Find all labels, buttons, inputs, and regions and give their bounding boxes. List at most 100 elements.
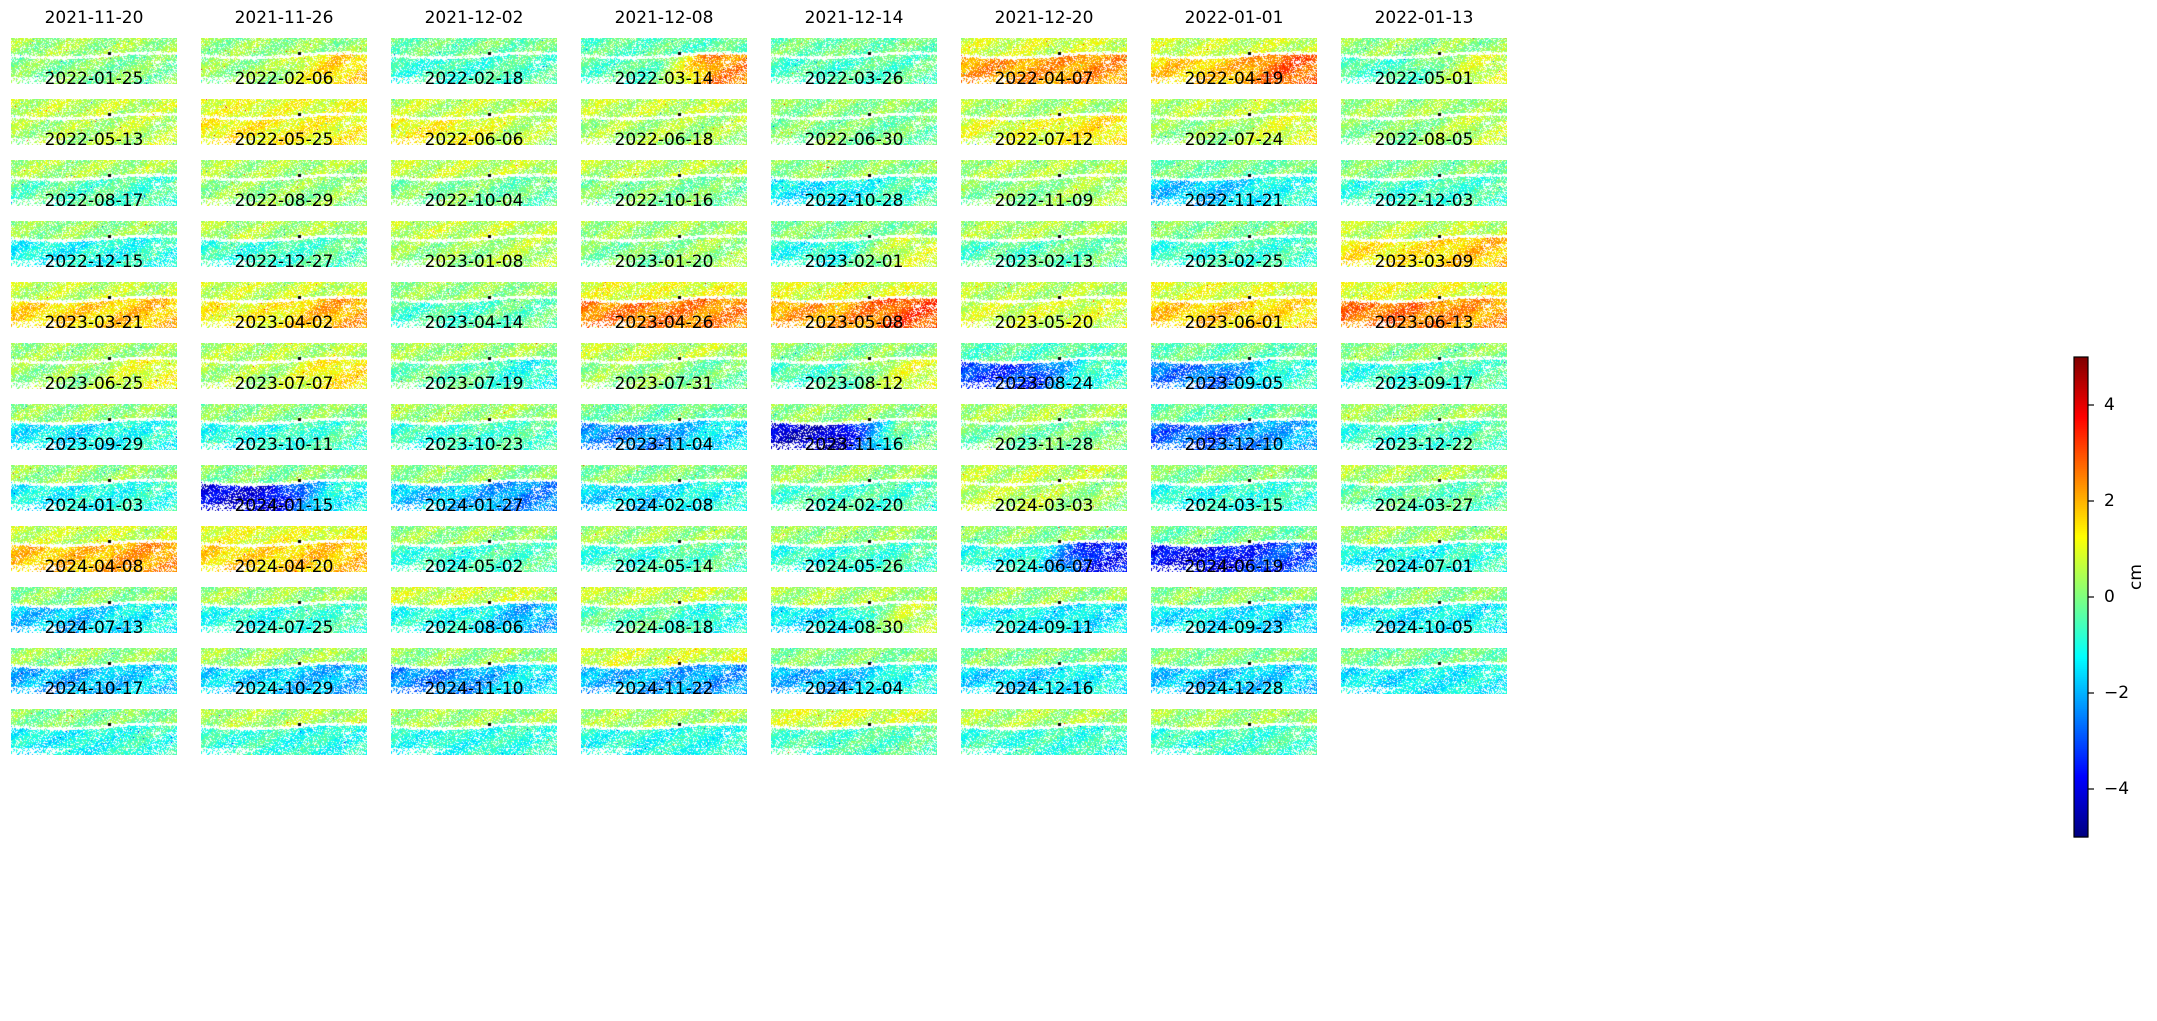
displacement-map (1151, 648, 1317, 694)
panel-date-title: 2023-04-14 (424, 313, 524, 333)
displacement-map (11, 709, 177, 755)
displacement-map (961, 587, 1127, 633)
panel-date-title: 2024-01-27 (424, 496, 524, 516)
displacement-map (1151, 221, 1317, 267)
panel-date-title: 2024-08-18 (614, 618, 714, 638)
panel-date-title: 2024-11-22 (614, 679, 714, 699)
displacement-map (1151, 404, 1317, 450)
displacement-map (201, 648, 367, 694)
displacement-map (11, 38, 177, 84)
panel-date-title: 2021-12-02 (424, 8, 524, 28)
panel-date-title: 2022-08-17 (44, 191, 144, 211)
interferogram-panel: 2023-09-05 (1151, 374, 1317, 450)
interferogram-panel: 2022-01-01 (1151, 8, 1317, 84)
displacement-map (771, 99, 937, 145)
displacement-map (201, 99, 367, 145)
panel-date-title: 2023-08-12 (804, 374, 904, 394)
panel-date-title: 2023-03-09 (1374, 252, 1474, 272)
displacement-map (201, 526, 367, 572)
panel-date-title: 2022-05-01 (1374, 69, 1474, 89)
interferogram-panel: 2022-07-12 (961, 130, 1127, 206)
interferogram-panel: 2024-07-01 (1341, 557, 1507, 633)
panel-date-title: 2024-11-10 (424, 679, 524, 699)
displacement-map (1341, 221, 1507, 267)
interferogram-panel: 2023-10-11 (201, 435, 367, 511)
interferogram-panel: 2024-08-30 (771, 618, 937, 694)
interferogram-panel: 2023-09-29 (11, 435, 177, 511)
displacement-map (1151, 38, 1317, 84)
interferogram-panel: 2023-11-04 (581, 435, 747, 511)
panel-date-title: 2022-11-21 (1184, 191, 1284, 211)
interferogram-panel: 2022-08-17 (11, 191, 177, 267)
displacement-map (391, 648, 557, 694)
panel-date-title: 2024-05-02 (424, 557, 524, 577)
interferogram-panel: 2021-12-20 (961, 8, 1127, 84)
panel-date-title: 2024-12-04 (804, 679, 904, 699)
interferogram-panel: 2024-03-15 (1151, 496, 1317, 572)
panel-date-title: 2022-05-25 (234, 130, 334, 150)
displacement-map (11, 404, 177, 450)
displacement-map (1341, 38, 1507, 84)
displacement-map (771, 709, 937, 755)
displacement-map (961, 526, 1127, 572)
panel-date-title: 2022-12-27 (234, 252, 334, 272)
interferogram-panel: 2024-04-20 (201, 557, 367, 633)
interferogram-panel: 2023-11-28 (961, 435, 1127, 511)
displacement-map (961, 221, 1127, 267)
displacement-map (201, 709, 367, 755)
displacement-map (1151, 465, 1317, 511)
interferogram-panel: 2021-12-14 (771, 8, 937, 84)
displacement-map (391, 526, 557, 572)
panel-date-title: 2023-04-26 (614, 313, 714, 333)
displacement-map (581, 465, 747, 511)
panel-date-title: 2022-06-06 (424, 130, 524, 150)
panel-date-title: 2023-06-13 (1374, 313, 1474, 333)
interferogram-panel: 2023-05-20 (961, 313, 1127, 389)
interferogram-panel: 2022-07-24 (1151, 130, 1317, 206)
interferogram-panel: 2022-03-14 (581, 69, 747, 145)
interferogram-panel: 2023-01-20 (581, 252, 747, 328)
panel-date-title: 2023-04-02 (234, 313, 334, 333)
panel-date-title: 2023-05-20 (994, 313, 1094, 333)
panel-date-title: 2023-10-23 (424, 435, 524, 455)
panel-date-title: 2023-10-11 (234, 435, 334, 455)
interferogram-panel: 2024-12-04 (771, 679, 937, 755)
interferogram-panel: 2023-04-14 (391, 313, 557, 389)
displacement-map (961, 648, 1127, 694)
displacement-map (961, 38, 1127, 84)
panel-date-title: 2023-01-20 (614, 252, 714, 272)
interferogram-panel: 2024-08-18 (581, 618, 747, 694)
interferogram-panel: 2023-10-23 (391, 435, 557, 511)
displacement-map (391, 38, 557, 84)
panel-date-title: 2022-02-06 (234, 69, 334, 89)
interferogram-panel: 2022-05-01 (1341, 69, 1507, 145)
displacement-map (11, 221, 177, 267)
panel-date-title: 2022-06-30 (804, 130, 904, 150)
panel-date-title: 2021-12-14 (804, 8, 904, 28)
displacement-map (961, 282, 1127, 328)
panel-date-title: 2024-05-14 (614, 557, 714, 577)
interferogram-panel: 2022-03-26 (771, 69, 937, 145)
displacement-map (1341, 465, 1507, 511)
displacement-map (201, 404, 367, 450)
displacement-map (11, 99, 177, 145)
displacement-map (1151, 160, 1317, 206)
panel-date-title: 2024-02-20 (804, 496, 904, 516)
panel-date-title: 2022-08-05 (1374, 130, 1474, 150)
displacement-map (771, 343, 937, 389)
panel-date-title: 2024-08-30 (804, 618, 904, 638)
panel-date-title: 2024-09-11 (994, 618, 1094, 638)
displacement-map (391, 343, 557, 389)
colorbar-unit-label: cm (2126, 564, 2146, 590)
panel-date-title: 2023-09-17 (1374, 374, 1474, 394)
displacement-map (771, 465, 937, 511)
displacement-map (581, 587, 747, 633)
displacement-map (961, 343, 1127, 389)
panel-date-title: 2022-01-13 (1374, 8, 1474, 28)
interferogram-panel: 2024-09-23 (1151, 618, 1317, 694)
panel-date-title: 2024-07-13 (44, 618, 144, 638)
interferogram-panel: 2023-04-02 (201, 313, 367, 389)
displacement-map (581, 160, 747, 206)
panel-date-title: 2024-06-19 (1184, 557, 1284, 577)
displacement-map (771, 160, 937, 206)
